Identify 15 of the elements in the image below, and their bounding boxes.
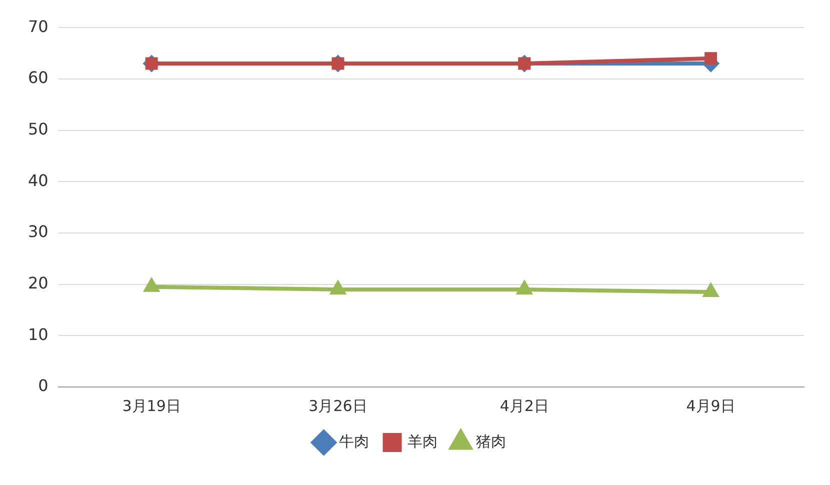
x-tick-label: 4月9日 [686,396,736,415]
y-tick-label: 60 [28,68,48,88]
y-tick-label: 50 [28,119,48,138]
y-tick-label: 10 [28,324,48,344]
y-tick-label: 0 [38,376,48,396]
y-tick-label: 20 [28,273,48,292]
y-tick-label: 30 [28,222,48,242]
x-tick-label: 4月2日 [500,396,549,415]
legend-label: 牛肉 [338,432,369,450]
x-tick-label: 3月19日 [122,396,181,415]
x-tick-label: 3月26日 [308,396,368,415]
legend-label: 羊肉 [407,432,438,450]
y-tick-label: 70 [28,16,48,36]
y-tick-label: 40 [28,170,48,190]
legend-label: 猪肉 [476,432,506,450]
